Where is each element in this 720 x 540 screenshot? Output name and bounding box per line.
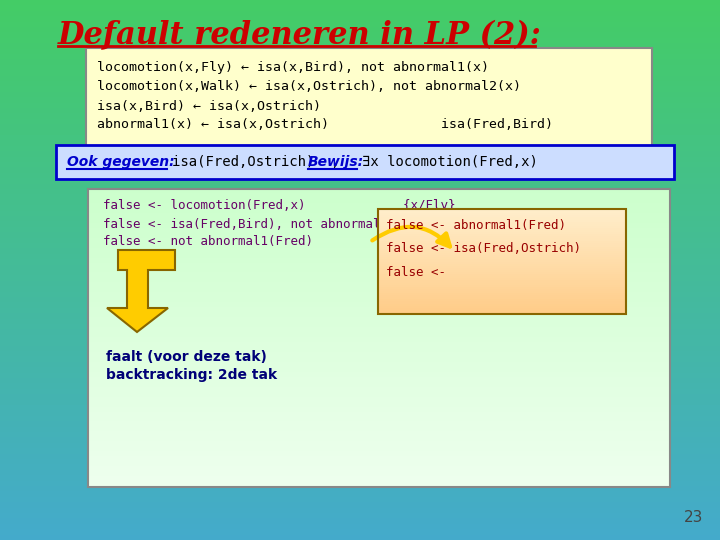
Text: false <- isa(Fred,Bird), not abnormal1(Fred): false <- isa(Fred,Bird), not abnormal1(F… [103, 218, 433, 231]
Text: Ook gegeven:: Ook gegeven: [67, 155, 175, 169]
FancyBboxPatch shape [86, 48, 652, 154]
Text: Bewijs:: Bewijs: [308, 155, 364, 169]
FancyBboxPatch shape [56, 145, 674, 179]
Text: ∃x locomotion(Fred,x): ∃x locomotion(Fred,x) [362, 155, 538, 169]
Text: false <- isa(Fred,Ostrich): false <- isa(Fred,Ostrich) [386, 242, 581, 255]
Text: backtracking: 2de tak: backtracking: 2de tak [106, 368, 277, 382]
Text: isa(Fred,Ostrich)  ,: isa(Fred,Ostrich) , [172, 155, 340, 169]
Bar [88, 189, 670, 487]
Text: abnormal1(x) ← isa(x,Ostrich)              isa(Fred,Bird): abnormal1(x) ← isa(x,Ostrich) isa(Fred,B… [97, 118, 553, 132]
Polygon shape [107, 250, 175, 332]
Text: false <- abnormal1(Fred): false <- abnormal1(Fred) [386, 219, 566, 233]
Text: Default redeneren in LP (2):: Default redeneren in LP (2): [58, 19, 542, 51]
Text: false <-: false <- [386, 266, 446, 279]
Text: locomotion(x,Fly) ← isa(x,Bird), not abnormal1(x): locomotion(x,Fly) ← isa(x,Bird), not abn… [97, 62, 489, 75]
Text: false <- locomotion(Fred,x)             {x/Fly}: false <- locomotion(Fred,x) {x/Fly} [103, 199, 456, 212]
Text: false <- not abnormal1(Fred): false <- not abnormal1(Fred) [103, 235, 313, 248]
Text: faalt (voor deze tak): faalt (voor deze tak) [106, 350, 267, 364]
Text: locomotion(x,Walk) ← isa(x,Ostrich), not abnormal2(x): locomotion(x,Walk) ← isa(x,Ostrich), not… [97, 80, 521, 93]
Bar [378, 209, 626, 314]
Text: isa(x,Bird) ← isa(x,Ostrich): isa(x,Bird) ← isa(x,Ostrich) [97, 99, 321, 112]
Text: 23: 23 [683, 510, 703, 525]
